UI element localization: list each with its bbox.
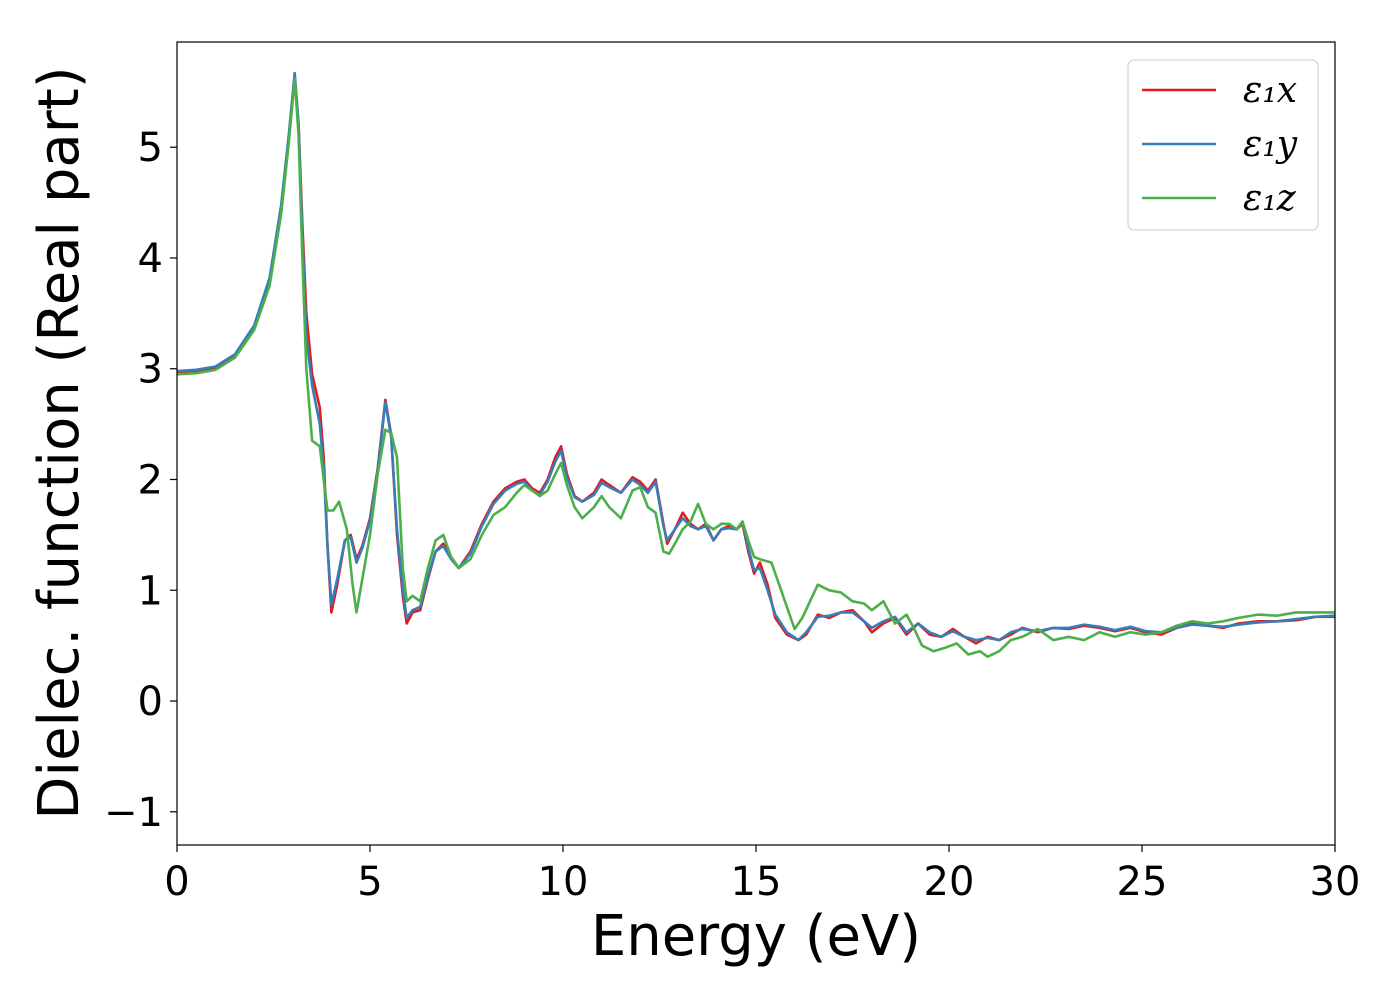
x-tick-label-1: 5 — [357, 859, 382, 905]
legend-label-2: ε₁z — [1243, 178, 1297, 219]
x-tick-label-3: 15 — [731, 859, 782, 905]
y-tick-label-6: 5 — [138, 125, 163, 171]
y-tick-label-4: 3 — [138, 347, 163, 393]
legend: ε₁x ε₁y ε₁z — [1127, 59, 1319, 231]
y-tick-label-5: 4 — [138, 236, 163, 282]
legend-label-0: ε₁x — [1243, 70, 1297, 111]
y-tick-label-2: 1 — [138, 568, 163, 614]
x-tick-label-4: 20 — [924, 859, 975, 905]
y-tick-label-0: −1 — [104, 790, 163, 836]
x-tick-label-2: 10 — [538, 859, 589, 905]
y-tick-label-1: 0 — [138, 679, 163, 725]
series-line-2 — [177, 77, 1335, 658]
x-tick-label-5: 25 — [1117, 859, 1168, 905]
y-tick-label-3: 2 — [138, 457, 163, 503]
series-line-1 — [177, 71, 1335, 642]
legend-box — [1127, 59, 1319, 231]
x-tick-label-6: 30 — [1310, 859, 1361, 905]
x-tick-label-0: 0 — [164, 859, 189, 905]
x-axis-label: Energy (eV) — [591, 904, 921, 969]
legend-label-1: ε₁y — [1243, 124, 1298, 165]
y-axis-label: Dielec. function (Real part) — [27, 66, 92, 819]
